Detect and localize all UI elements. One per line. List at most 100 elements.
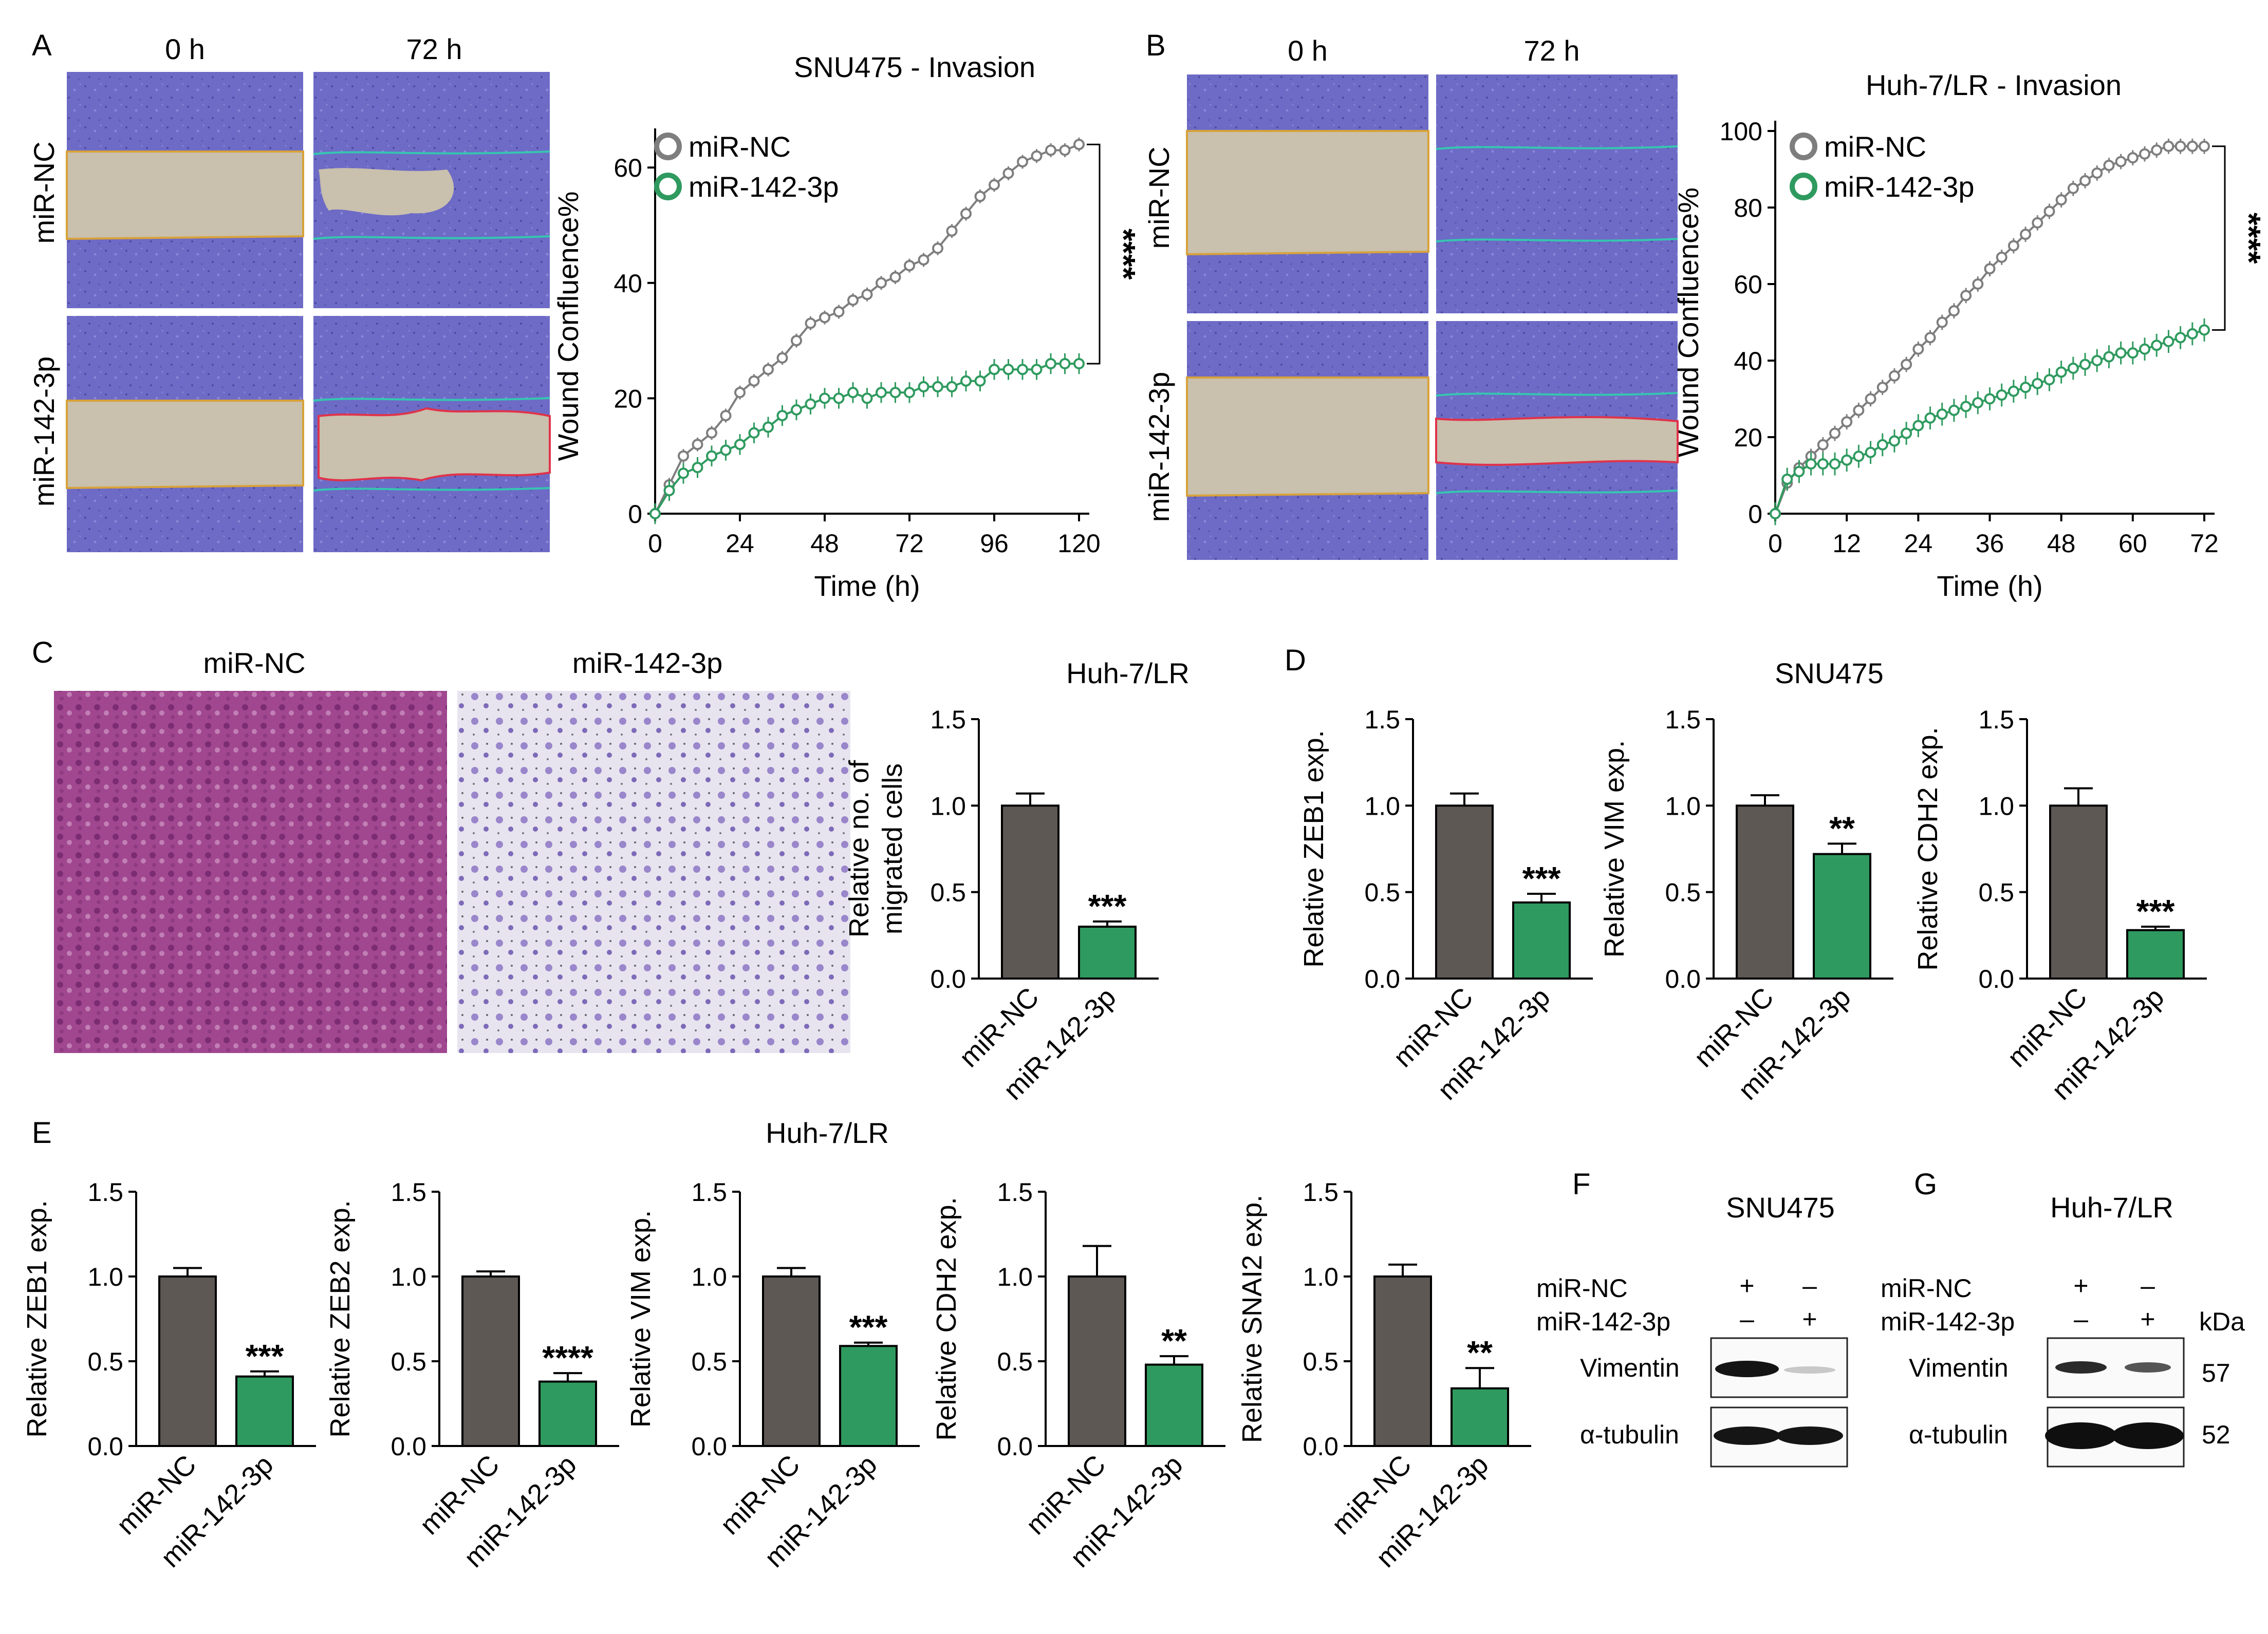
data-point (1912, 343, 1924, 355)
data-point (1045, 144, 1056, 156)
row-label-nc: miR-NC (1143, 146, 1175, 249)
x-tick-label: 24 (726, 529, 754, 558)
data-point (2091, 167, 2103, 179)
data-point (763, 421, 774, 433)
y-tick-label: 1.0 (1978, 792, 2014, 820)
x-axis-label: Time (h) (1937, 570, 2042, 602)
significance-bracket (1087, 143, 1101, 365)
data-point (2020, 229, 2032, 240)
data-point (2127, 347, 2139, 359)
bar (2126, 929, 2185, 980)
data-point (1853, 404, 1865, 416)
wound-edge (1436, 490, 1678, 494)
col-label-0h: 0 h (165, 33, 205, 65)
x-tick-label: 72 (895, 529, 924, 558)
y-axis-label: Relative VIM exp. (1599, 740, 1630, 957)
western-blot-f: SNU475 miR-NC miR-142-3p + – – + Vimenti… (1536, 1191, 1848, 1468)
transwell-image-mir (457, 691, 850, 1053)
data-point (876, 277, 887, 289)
y-tick-label: 0.5 (997, 1347, 1033, 1376)
data-point (1073, 139, 1085, 151)
wound-edge (313, 397, 550, 402)
image-nc-72h (1436, 74, 1678, 313)
transwell-label-mir: miR-142-3p (572, 647, 723, 679)
data-point (2151, 144, 2163, 156)
blot-mark: – (2141, 1271, 2155, 1300)
y-tick-label: 0.0 (1364, 965, 1400, 993)
panel-label-b: B (1146, 29, 1166, 62)
panel-label-f: F (1572, 1168, 1590, 1201)
data-point (1996, 389, 2007, 401)
data-point (1924, 332, 1936, 344)
bar (1435, 804, 1494, 980)
data-point (1793, 466, 1805, 478)
data-point (2020, 382, 2032, 393)
legend-label: miR-142-3p (1824, 171, 1975, 203)
data-point (2007, 240, 2019, 252)
wound-edge (1436, 238, 1678, 242)
data-point (1031, 364, 1043, 375)
blot-band (2125, 1362, 2171, 1373)
blot-mark: + (1739, 1271, 1754, 1300)
data-point (2174, 140, 2186, 152)
y-tick-label: 1.5 (1364, 705, 1400, 734)
data-point (1948, 404, 1960, 416)
data-point (847, 387, 859, 399)
y-tick-label: 40 (614, 269, 642, 298)
blot-mark: – (2074, 1305, 2088, 1334)
data-point (1865, 393, 1876, 405)
panel-label-c: C (32, 636, 53, 669)
y-tick-label: 20 (614, 384, 642, 413)
data-point (1960, 401, 1972, 412)
y-tick-label: 0.0 (1303, 1432, 1339, 1461)
y-tick-label: 1.0 (997, 1263, 1033, 1291)
y-tick-label: 0.5 (1665, 878, 1701, 907)
y-tick-label: 1.5 (1303, 1178, 1339, 1207)
data-point (1045, 358, 1056, 369)
data-point (833, 392, 845, 404)
x-tick-label: 72 (2190, 529, 2219, 558)
data-point (1936, 408, 1948, 420)
panel-label-d: D (1285, 644, 1306, 677)
y-tick-label: 1.5 (87, 1178, 123, 1207)
y-tick-label: 1.5 (391, 1178, 426, 1207)
data-point (918, 254, 929, 266)
data-point (791, 335, 802, 347)
chart-title: Huh-7/LR (1066, 657, 1189, 689)
blot-title: Huh-7/LR (2050, 1191, 2173, 1224)
data-point (960, 208, 972, 219)
y-axis-label: Relative ZEB1 exp. (1298, 730, 1329, 967)
data-point (918, 381, 929, 392)
data-point (692, 439, 703, 450)
panel-label-g: G (1914, 1168, 1937, 1201)
x-axis-label: Time (h) (814, 570, 920, 602)
transwell-label-nc: miR-NC (203, 647, 305, 679)
data-point (974, 375, 986, 387)
data-point (1972, 278, 1984, 290)
y-tick-label: 1.5 (930, 705, 966, 734)
x-tick-label: 60 (2118, 529, 2147, 558)
y-axis-label: Relative no. of (844, 760, 875, 937)
y-tick-label: 0.0 (997, 1432, 1033, 1461)
data-point (720, 410, 732, 422)
data-point (1984, 263, 1996, 275)
data-point (904, 260, 915, 272)
data-point (2032, 217, 2043, 229)
data-point (1948, 305, 1960, 317)
data-point (748, 375, 760, 387)
transwell-images: miR-NC miR-142-3p (54, 647, 850, 1053)
data-point (1876, 382, 1888, 393)
legend-marker (1790, 173, 1817, 200)
data-point (861, 289, 873, 300)
y-axis-label: Wound Confluence% (1672, 187, 1704, 457)
y-tick-label: 60 (1734, 270, 1762, 299)
data-point (1031, 150, 1043, 162)
wound-edge (313, 487, 550, 492)
data-point (1817, 458, 1829, 470)
blot-band-label: α-tubulin (1580, 1420, 1679, 1449)
data-point (763, 364, 774, 375)
y-tick-label: 0.0 (391, 1432, 426, 1461)
data-point (1829, 458, 1841, 470)
data-point (2103, 351, 2115, 363)
